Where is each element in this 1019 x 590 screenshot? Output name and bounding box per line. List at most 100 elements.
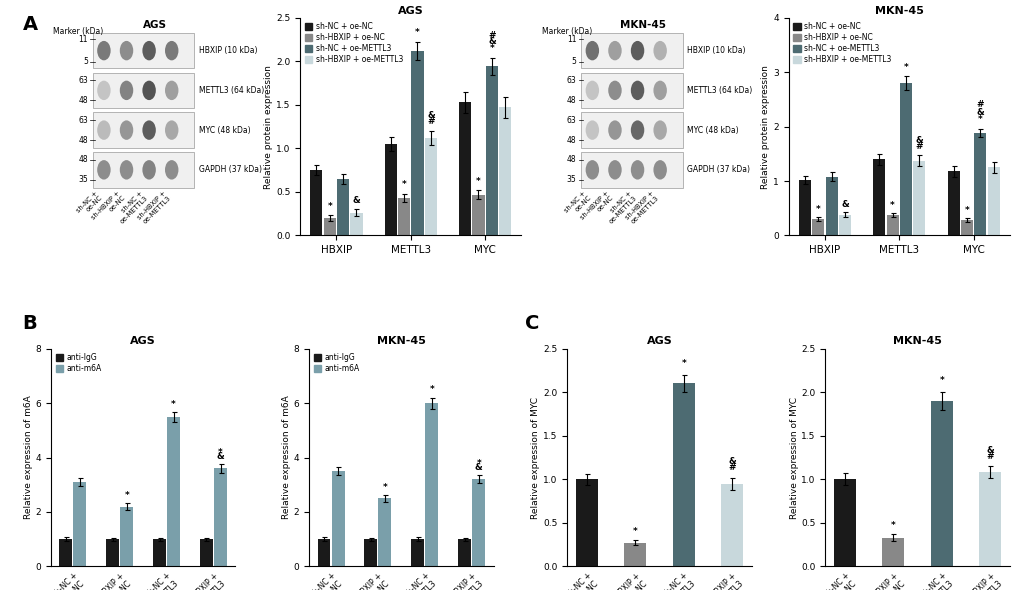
Y-axis label: Relative protein expression: Relative protein expression xyxy=(264,65,273,189)
Ellipse shape xyxy=(165,120,178,140)
Text: 11: 11 xyxy=(567,35,576,44)
Ellipse shape xyxy=(607,160,621,179)
Text: C: C xyxy=(525,314,539,333)
Text: 35: 35 xyxy=(567,175,576,184)
Text: *: * xyxy=(815,205,819,214)
FancyBboxPatch shape xyxy=(93,113,195,148)
Text: *: * xyxy=(681,359,686,368)
Text: &: & xyxy=(353,196,360,205)
Bar xyxy=(200,539,213,566)
Text: 63: 63 xyxy=(78,116,88,124)
Text: 48: 48 xyxy=(78,96,88,105)
Bar xyxy=(397,198,410,235)
Text: *: * xyxy=(429,385,434,394)
Text: 63: 63 xyxy=(567,116,576,124)
Bar xyxy=(364,539,377,566)
Text: 48: 48 xyxy=(78,136,88,145)
Ellipse shape xyxy=(97,41,110,60)
Text: sh-HBXIP +
oe-METTL3: sh-HBXIP + oe-METTL3 xyxy=(136,190,171,225)
Text: #: # xyxy=(427,117,434,126)
Ellipse shape xyxy=(653,160,666,179)
Ellipse shape xyxy=(630,41,644,60)
Bar xyxy=(575,479,597,566)
Ellipse shape xyxy=(607,81,621,100)
Text: #: # xyxy=(915,142,922,151)
Bar xyxy=(833,479,855,566)
Text: *: * xyxy=(476,458,481,468)
Bar xyxy=(323,218,335,235)
Text: #: # xyxy=(985,452,994,461)
Bar xyxy=(881,537,904,566)
Ellipse shape xyxy=(119,41,133,60)
Text: Marker (kDa): Marker (kDa) xyxy=(53,28,104,37)
Ellipse shape xyxy=(607,120,621,140)
Bar xyxy=(899,83,911,235)
Title: MKN-45: MKN-45 xyxy=(377,336,425,346)
Text: *: * xyxy=(891,521,895,530)
Text: &: & xyxy=(728,457,736,466)
Text: *: * xyxy=(476,177,480,186)
Title: MKN-45: MKN-45 xyxy=(874,5,923,15)
Text: *: * xyxy=(938,376,944,385)
Bar xyxy=(411,539,424,566)
Bar xyxy=(811,219,823,235)
Bar xyxy=(872,159,884,235)
Bar xyxy=(310,170,322,235)
Legend: anti-IgG, anti-m6A: anti-IgG, anti-m6A xyxy=(313,352,360,374)
Bar xyxy=(425,403,438,566)
Text: #: # xyxy=(975,100,983,109)
Text: 48: 48 xyxy=(567,136,576,145)
Y-axis label: Relative expression of m6A: Relative expression of m6A xyxy=(23,396,33,519)
Bar xyxy=(798,180,810,235)
Bar xyxy=(106,539,119,566)
Text: *: * xyxy=(171,399,176,408)
Ellipse shape xyxy=(653,41,666,60)
Text: &: & xyxy=(487,37,495,47)
Text: 11: 11 xyxy=(78,35,88,44)
Bar xyxy=(472,479,485,566)
Text: 48: 48 xyxy=(567,96,576,105)
Text: sh-HBXIP +
oe-NC: sh-HBXIP + oe-NC xyxy=(91,190,126,225)
Bar xyxy=(120,507,133,566)
Ellipse shape xyxy=(97,81,110,100)
Bar xyxy=(886,215,898,235)
Text: MYC (48 kDa): MYC (48 kDa) xyxy=(687,126,739,135)
Text: &: & xyxy=(216,452,224,461)
Y-axis label: Relative expression of MYC: Relative expression of MYC xyxy=(789,396,798,519)
Text: &: & xyxy=(427,110,434,120)
Text: *: * xyxy=(489,44,494,53)
Text: sh-NC +
oe-METTL3: sh-NC + oe-METTL3 xyxy=(114,190,149,225)
Text: *: * xyxy=(218,448,223,457)
Text: *: * xyxy=(903,63,908,72)
Ellipse shape xyxy=(143,160,156,179)
Text: GAPDH (37 kDa): GAPDH (37 kDa) xyxy=(687,165,750,174)
Text: sh-NC +
oe-NC: sh-NC + oe-NC xyxy=(75,190,104,218)
Text: *: * xyxy=(977,116,981,124)
Bar xyxy=(624,543,646,566)
FancyBboxPatch shape xyxy=(581,33,682,68)
FancyBboxPatch shape xyxy=(93,152,195,188)
Text: GAPDH (37 kDa): GAPDH (37 kDa) xyxy=(199,165,262,174)
Bar xyxy=(425,138,436,235)
Ellipse shape xyxy=(165,160,178,179)
Text: METTL3 (64 kDa): METTL3 (64 kDa) xyxy=(687,86,752,95)
Ellipse shape xyxy=(585,120,598,140)
Text: 5: 5 xyxy=(83,57,88,67)
Text: *: * xyxy=(415,28,420,37)
Bar xyxy=(472,195,484,235)
Ellipse shape xyxy=(630,81,644,100)
Text: Marker (kDa): Marker (kDa) xyxy=(541,28,591,37)
Text: *: * xyxy=(964,206,968,215)
Y-axis label: Relative protein expression: Relative protein expression xyxy=(761,65,769,189)
Text: 35: 35 xyxy=(78,175,88,184)
Text: METTL3 (64 kDa): METTL3 (64 kDa) xyxy=(199,86,264,95)
Bar xyxy=(378,499,391,566)
Ellipse shape xyxy=(585,160,598,179)
Bar xyxy=(214,468,227,566)
Ellipse shape xyxy=(143,120,156,140)
Text: #: # xyxy=(488,31,495,40)
Text: MYC (48 kDa): MYC (48 kDa) xyxy=(199,126,251,135)
Bar xyxy=(331,471,344,566)
Text: 48: 48 xyxy=(78,155,88,165)
Text: A: A xyxy=(22,15,38,34)
